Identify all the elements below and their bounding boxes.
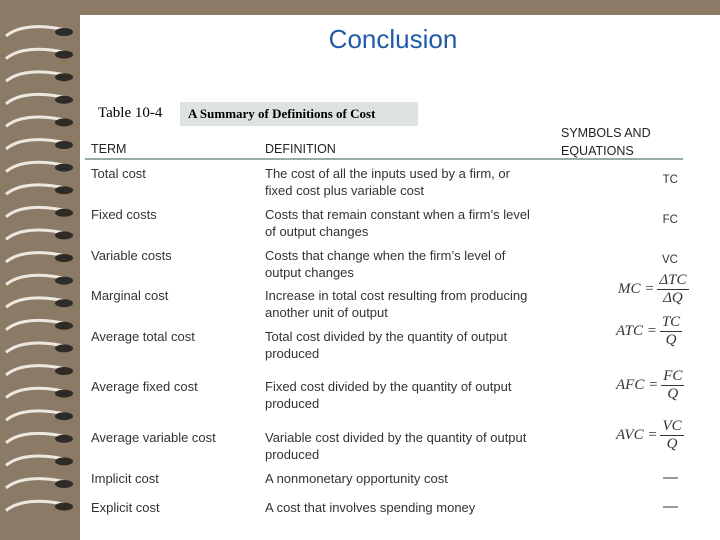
- equation-lhs: AFC =: [616, 377, 659, 393]
- spiral-ring: [5, 138, 67, 151]
- header-symbols: SYMBOLS AND EQUATIONS: [561, 126, 651, 158]
- definition: Costs that remain constant when a firm’s…: [265, 207, 530, 239]
- spiral-hole: [55, 95, 73, 104]
- definition: Variable cost divided by the quantity of…: [265, 430, 527, 462]
- spiral-ring: [5, 341, 67, 354]
- spiral-hole: [55, 412, 73, 421]
- spiral-ring: [5, 296, 67, 309]
- equation: AFC = FC Q: [616, 368, 685, 403]
- spiral-ring: [5, 228, 67, 241]
- symbol: —: [663, 469, 678, 486]
- spiral-hole: [55, 344, 73, 353]
- spiral-ring: [5, 364, 67, 377]
- equation: AVC = VC Q: [616, 418, 684, 453]
- definition: Increase in total cost resulting from pr…: [265, 288, 528, 320]
- table-label: Table 10-4: [98, 105, 163, 121]
- table-caption: A Summary of Definitions of Cost: [180, 102, 418, 126]
- term: Average total cost: [91, 329, 195, 344]
- spiral-ring: [5, 183, 67, 196]
- definition: The cost of all the inputs used by a fir…: [265, 166, 510, 198]
- spiral-hole: [55, 208, 73, 217]
- spiral-hole: [55, 141, 73, 149]
- denominator: Q: [666, 436, 678, 452]
- spiral-hole: [55, 163, 73, 172]
- spiral-ring: [5, 115, 67, 128]
- fraction: ΔTC ΔQ: [657, 272, 689, 307]
- spiral-ring: [5, 386, 67, 399]
- definition: A nonmonetary opportunity cost: [265, 471, 448, 486]
- symbol: FC: [662, 214, 678, 226]
- equation-lhs: AVC =: [616, 427, 658, 443]
- term: Total cost: [91, 166, 146, 181]
- spiral-ring: [5, 205, 67, 219]
- term: Explicit cost: [91, 500, 160, 515]
- spiral-hole: [55, 276, 73, 285]
- term: Marginal cost: [91, 288, 169, 303]
- fraction: VC Q: [660, 418, 684, 453]
- header-term: TERM: [91, 142, 127, 156]
- spiral-ring: [5, 25, 67, 38]
- spiral-hole: [55, 50, 73, 59]
- spiral-hole: [55, 367, 73, 375]
- symbol: TC: [662, 174, 678, 186]
- spiral-hole: [55, 321, 73, 330]
- numerator: VC: [660, 418, 684, 436]
- spiral-hole: [55, 186, 73, 195]
- header-definition: DEFINITION: [265, 142, 336, 156]
- spiral-hole: [55, 434, 73, 443]
- spiral-ring: [5, 431, 67, 445]
- spiral-ring: [5, 92, 67, 106]
- header-rule: [85, 158, 683, 160]
- definition: Total cost divided by the quantity of ou…: [265, 329, 508, 361]
- spiral-hole: [55, 480, 73, 488]
- spiral-binding: [5, 25, 73, 512]
- spiral-hole: [55, 73, 73, 82]
- spiral-hole: [55, 254, 73, 262]
- spiral-hole: [55, 118, 73, 127]
- symbol: —: [663, 498, 678, 515]
- numerator: ΔTC: [657, 272, 689, 290]
- spiral-ring: [5, 70, 67, 83]
- definition: Costs that change when the firm’s level …: [265, 248, 506, 280]
- spiral-ring: [5, 477, 67, 490]
- spiral-ring: [5, 499, 67, 512]
- term: Average variable cost: [91, 430, 216, 445]
- denominator: Q: [667, 386, 679, 402]
- term: Average fixed cost: [91, 379, 198, 394]
- term: Fixed costs: [91, 207, 157, 222]
- spiral-ring: [5, 409, 67, 422]
- spiral-ring: [5, 273, 67, 286]
- equation: MC = ΔTC ΔQ: [618, 272, 689, 307]
- numerator: TC: [659, 314, 683, 332]
- denominator: ΔQ: [663, 290, 683, 306]
- spiral-hole: [55, 299, 73, 308]
- definition: A cost that involves spending money: [265, 500, 476, 515]
- slide-title: Conclusion: [328, 24, 458, 54]
- definition: Fixed cost divided by the quantity of ou…: [265, 379, 512, 411]
- equation: ATC = TC Q: [616, 314, 683, 349]
- spiral-hole: [55, 231, 73, 240]
- fraction: TC Q: [659, 314, 683, 349]
- spiral-hole: [55, 457, 73, 466]
- spiral-hole: [55, 389, 73, 398]
- equation-lhs: ATC =: [616, 323, 657, 339]
- fraction: FC Q: [661, 368, 685, 403]
- symbol: VC: [662, 254, 678, 266]
- spiral-ring: [5, 318, 67, 332]
- spiral-ring: [5, 454, 67, 467]
- term: Variable costs: [91, 248, 172, 263]
- spiral-hole: [55, 502, 73, 511]
- term: Implicit cost: [91, 471, 159, 486]
- spiral-ring: [5, 160, 67, 173]
- numerator: FC: [661, 368, 685, 386]
- spiral-hole: [55, 28, 73, 36]
- spiral-ring: [5, 251, 67, 264]
- spiral-ring: [5, 47, 67, 60]
- equation-lhs: MC =: [618, 281, 655, 297]
- denominator: Q: [665, 332, 677, 348]
